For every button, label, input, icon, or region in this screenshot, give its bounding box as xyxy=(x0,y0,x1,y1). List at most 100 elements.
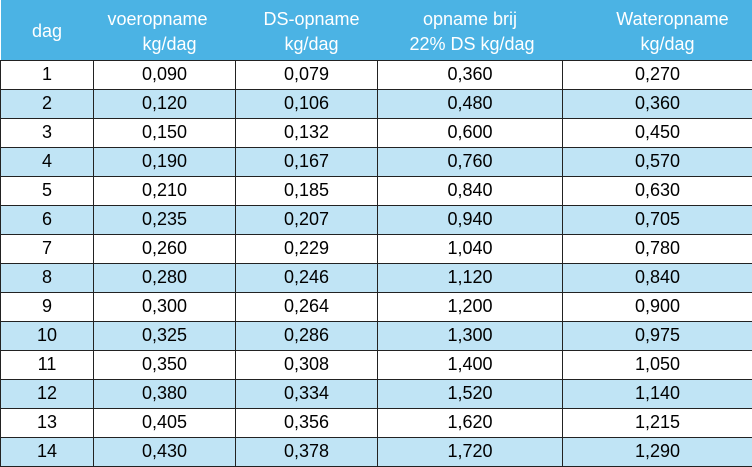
header-dag: dag xyxy=(1,0,94,60)
cell-dag: 8 xyxy=(0,262,94,293)
header-wateropname-line2: kg/dag xyxy=(640,33,695,54)
cell-ds-opname: 0,286 xyxy=(235,320,378,351)
header-wateropname: Wateropname kg/dag xyxy=(563,0,752,60)
table-row: 7 0,260 0,229 1,040 0,780 xyxy=(0,233,752,264)
header-voeropname-line2: kg/dag xyxy=(142,33,197,54)
header-opname-brij: opname brij 22% DS kg/dag xyxy=(378,0,563,60)
cell-opname-brij: 1,720 xyxy=(377,436,563,467)
cell-voeropname: 0,405 xyxy=(93,407,236,438)
table-body: 1 0,090 0,079 0,360 0,270 2 0,120 0,106 … xyxy=(0,59,752,467)
cell-dag: 11 xyxy=(0,349,94,380)
table-row: 14 0,430 0,378 1,720 1,290 xyxy=(0,436,752,467)
cell-ds-opname: 0,334 xyxy=(235,378,378,409)
table-row: 3 0,150 0,132 0,600 0,450 xyxy=(0,117,752,148)
header-opname-brij-line1: opname brij xyxy=(422,8,518,29)
cell-voeropname: 0,325 xyxy=(93,320,236,351)
cell-ds-opname: 0,185 xyxy=(235,175,378,206)
header-ds-opname: DS-opname kg/dag xyxy=(236,0,378,60)
cell-voeropname: 0,090 xyxy=(93,59,236,90)
table-row: 10 0,325 0,286 1,300 0,975 xyxy=(0,320,752,351)
cell-voeropname: 0,150 xyxy=(93,117,236,148)
cell-opname-brij: 0,940 xyxy=(377,204,563,235)
cell-dag: 2 xyxy=(0,88,94,119)
cell-voeropname: 0,190 xyxy=(93,146,236,177)
header-ds-opname-line2: kg/dag xyxy=(284,33,339,54)
cell-ds-opname: 0,106 xyxy=(235,88,378,119)
table-row: 9 0,300 0,264 1,200 0,900 xyxy=(0,291,752,322)
cell-ds-opname: 0,356 xyxy=(235,407,378,438)
cell-opname-brij: 0,840 xyxy=(377,175,563,206)
cell-voeropname: 0,380 xyxy=(93,378,236,409)
cell-opname-brij: 0,600 xyxy=(377,117,563,148)
cell-voeropname: 0,300 xyxy=(93,291,236,322)
cell-dag: 4 xyxy=(0,146,94,177)
header-opname-brij-line2: 22% DS kg/dag xyxy=(409,33,535,54)
cell-voeropname: 0,120 xyxy=(93,88,236,119)
cell-wateropname: 1,050 xyxy=(562,349,752,380)
header-dag-line2: dag xyxy=(31,21,63,42)
cell-dag: 14 xyxy=(0,436,94,467)
cell-dag: 6 xyxy=(0,204,94,235)
cell-wateropname: 0,630 xyxy=(562,175,752,206)
cell-opname-brij: 1,620 xyxy=(377,407,563,438)
cell-voeropname: 0,280 xyxy=(93,262,236,293)
table-header: dag voeropname kg/dag DS-opname kg/dag o… xyxy=(0,0,752,60)
cell-wateropname: 0,270 xyxy=(562,59,752,90)
cell-ds-opname: 0,132 xyxy=(235,117,378,148)
cell-dag: 5 xyxy=(0,175,94,206)
header-voeropname: voeropname kg/dag xyxy=(94,0,236,60)
cell-ds-opname: 0,229 xyxy=(235,233,378,264)
cell-wateropname: 0,900 xyxy=(562,291,752,322)
cell-dag: 13 xyxy=(0,407,94,438)
cell-wateropname: 0,840 xyxy=(562,262,752,293)
cell-opname-brij: 1,520 xyxy=(377,378,563,409)
cell-voeropname: 0,210 xyxy=(93,175,236,206)
cell-wateropname: 0,705 xyxy=(562,204,752,235)
cell-dag: 9 xyxy=(0,291,94,322)
cell-ds-opname: 0,264 xyxy=(235,291,378,322)
cell-opname-brij: 0,360 xyxy=(377,59,563,90)
cell-ds-opname: 0,378 xyxy=(235,436,378,467)
cell-wateropname: 0,450 xyxy=(562,117,752,148)
cell-opname-brij: 0,760 xyxy=(377,146,563,177)
cell-voeropname: 0,235 xyxy=(93,204,236,235)
cell-ds-opname: 0,207 xyxy=(235,204,378,235)
table-row: 1 0,090 0,079 0,360 0,270 xyxy=(0,59,752,90)
table-row: 8 0,280 0,246 1,120 0,840 xyxy=(0,262,752,293)
cell-opname-brij: 1,040 xyxy=(377,233,563,264)
cell-wateropname: 1,290 xyxy=(562,436,752,467)
cell-voeropname: 0,260 xyxy=(93,233,236,264)
cell-ds-opname: 0,308 xyxy=(235,349,378,380)
table-row: 4 0,190 0,167 0,760 0,570 xyxy=(0,146,752,177)
cell-wateropname: 0,570 xyxy=(562,146,752,177)
cell-wateropname: 1,215 xyxy=(562,407,752,438)
table-row: 12 0,380 0,334 1,520 1,140 xyxy=(0,378,752,409)
cell-wateropname: 0,975 xyxy=(562,320,752,351)
table-row: 5 0,210 0,185 0,840 0,630 xyxy=(0,175,752,206)
table-row: 11 0,350 0,308 1,400 1,050 xyxy=(0,349,752,380)
cell-wateropname: 1,140 xyxy=(562,378,752,409)
cell-ds-opname: 0,079 xyxy=(235,59,378,90)
header-row: dag voeropname kg/dag DS-opname kg/dag o… xyxy=(0,0,752,60)
header-wateropname-line1: Wateropname xyxy=(616,8,729,29)
header-voeropname-line1: voeropname xyxy=(107,8,208,29)
cell-ds-opname: 0,246 xyxy=(235,262,378,293)
cell-opname-brij: 1,300 xyxy=(377,320,563,351)
cell-dag: 7 xyxy=(0,233,94,264)
table-row: 2 0,120 0,106 0,480 0,360 xyxy=(0,88,752,119)
table-row: 13 0,405 0,356 1,620 1,215 xyxy=(0,407,752,438)
cell-opname-brij: 1,400 xyxy=(377,349,563,380)
cell-wateropname: 0,360 xyxy=(562,88,752,119)
cell-dag: 3 xyxy=(0,117,94,148)
header-ds-opname-line1: DS-opname xyxy=(263,8,360,29)
cell-opname-brij: 1,200 xyxy=(377,291,563,322)
cell-opname-brij: 0,480 xyxy=(377,88,563,119)
cell-voeropname: 0,430 xyxy=(93,436,236,467)
cell-dag: 10 xyxy=(0,320,94,351)
cell-voeropname: 0,350 xyxy=(93,349,236,380)
cell-opname-brij: 1,120 xyxy=(377,262,563,293)
cell-ds-opname: 0,167 xyxy=(235,146,378,177)
cell-dag: 12 xyxy=(0,378,94,409)
cell-wateropname: 0,780 xyxy=(562,233,752,264)
